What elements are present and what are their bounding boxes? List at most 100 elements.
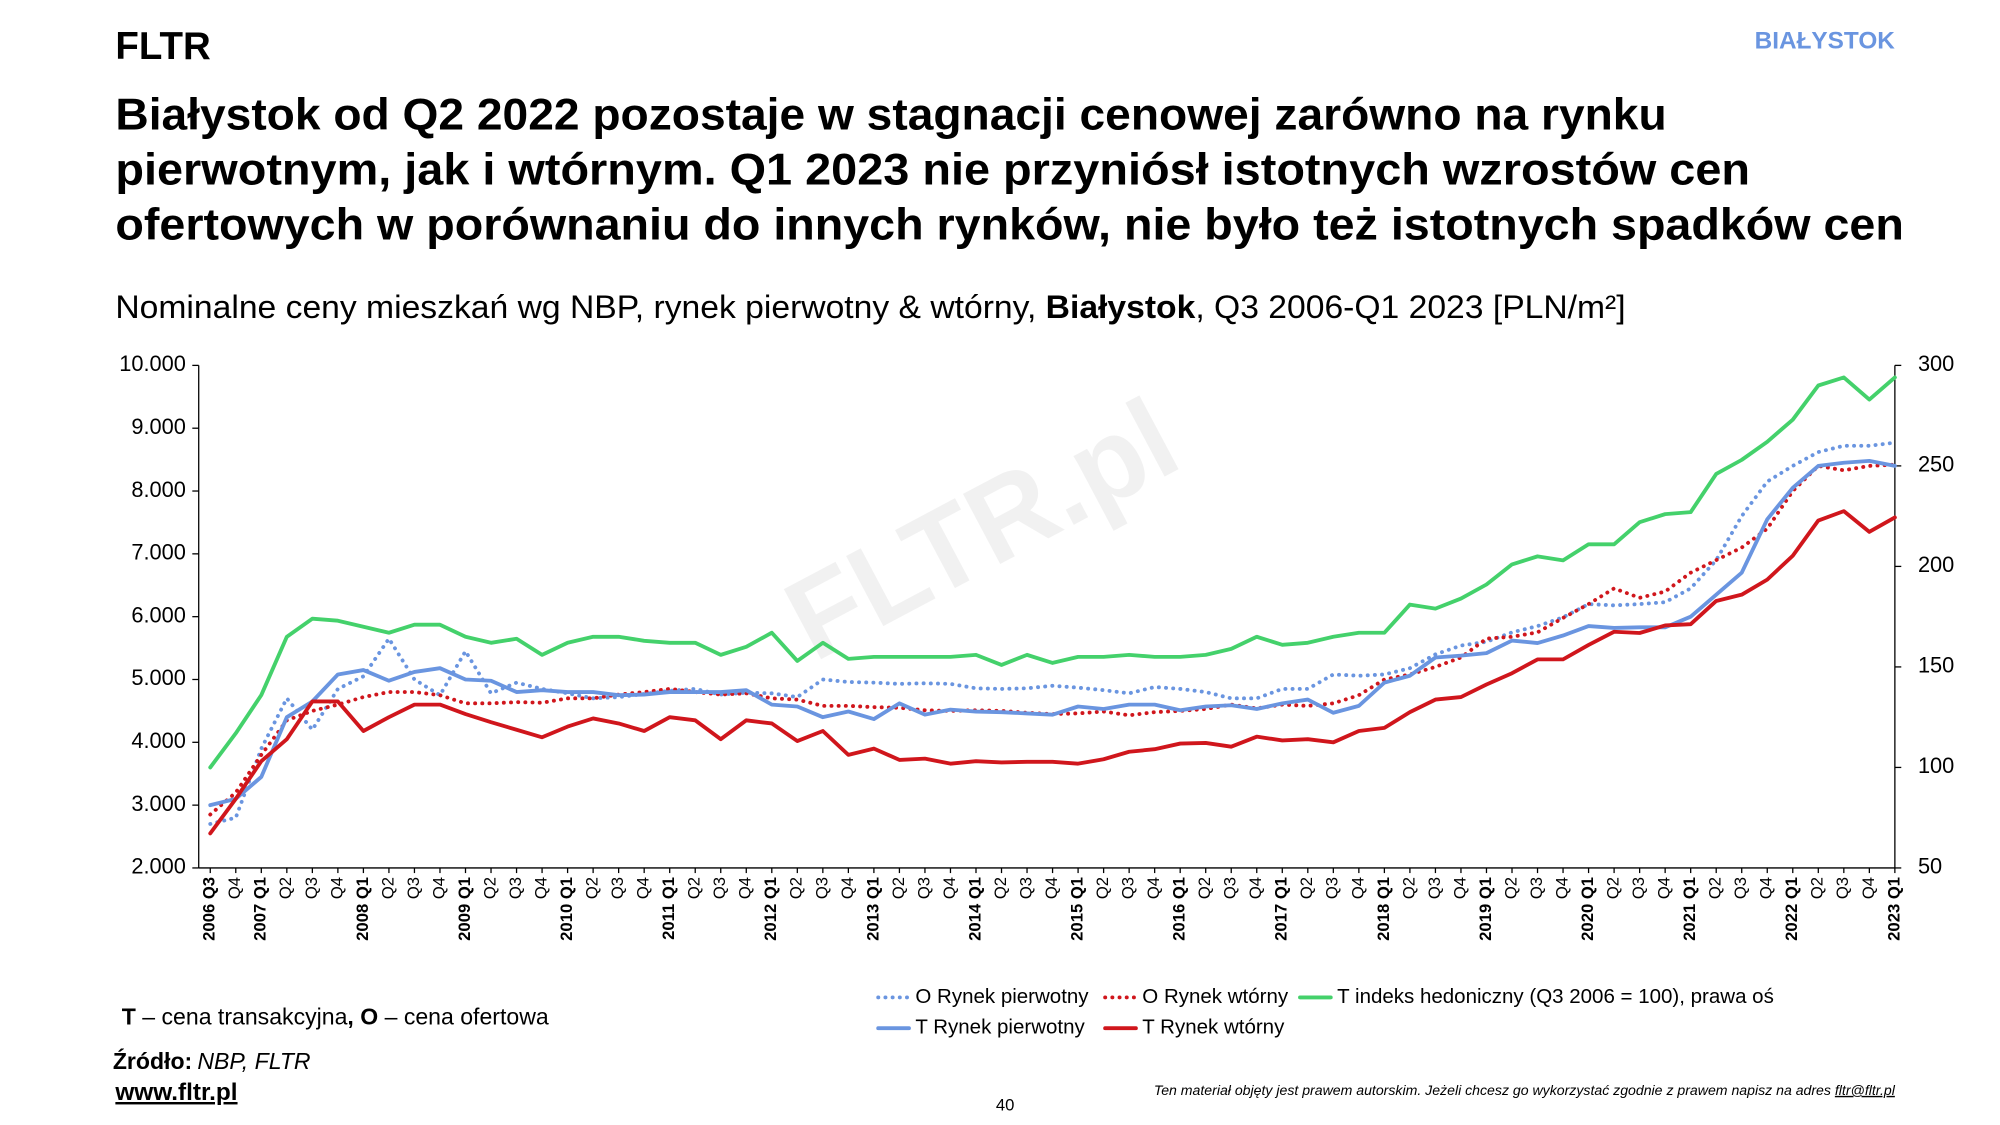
subtitle-part: Nominalne ceny mieszkań wg NBP, rynek pi… [115,289,1045,325]
x-tick-label: Q2 [1195,877,1214,899]
series-line [208,458,1897,808]
y2-tick-label: 150 [1918,653,1954,678]
x-tick-label: Q4 [225,877,244,899]
x-tick-label: Q4 [838,877,857,899]
x-tick-label: Q2 [1297,877,1316,899]
x-tick-label: Q4 [634,877,653,899]
y2-tick-label: 300 [1918,351,1954,376]
x-tick-label: Q2 [787,877,806,899]
x-tick-label: Q4 [736,877,755,899]
brand-logo: FLTR [115,25,210,68]
x-tick-label: Q4 [1450,877,1469,899]
x-tick-label: 2013 Q1 [863,877,882,941]
x-tick-label: Q3 [1221,877,1240,899]
source: Źródło: NBP, FLTR [113,1047,311,1074]
x-tick-label: Q3 [812,877,831,899]
x-tick-label: Q3 [710,877,729,899]
x-tick-label: 2020 Q1 [1578,877,1597,941]
x-tick-label: Q4 [1757,877,1776,899]
subtitle-part: , Q3 2006-Q1 2023 [PLN/m²] [1195,289,1625,325]
x-tick-label: Q2 [276,877,295,899]
legend-label: O Rynek pierwotny [915,985,1089,1008]
x-tick-label: 2014 Q1 [965,877,984,941]
x-tick-label: Q4 [1655,877,1674,899]
x-tick-label: Q4 [1348,877,1367,899]
x-tick-label: 2011 Q1 [659,877,678,940]
y-tick-label: 10.000 [119,351,186,376]
series-line [208,440,1897,826]
x-tick-label: Q3 [1629,877,1648,899]
x-tick-label: Q2 [1706,877,1725,899]
x-tick-label: 2021 Q1 [1680,877,1699,941]
y2-tick-label: 100 [1918,753,1954,778]
x-tick-label: Q3 [1016,877,1035,899]
source-text: NBP, FLTR [197,1048,310,1074]
x-tick-label: Q4 [1042,877,1061,899]
x-tick-label: Q3 [1731,877,1750,899]
x-tick-label: Q2 [583,877,602,899]
plot-area: 2.000 3.000 4.000 5.000 6.000 7.000 8.000 9.000… [119,351,1954,941]
copyright: Ten materiał objęty jest prawem autorski… [1154,1082,1896,1098]
x-tick-label: Q3 [1323,877,1342,899]
x-tick-label: Q3 [1119,877,1138,899]
note-part: T [122,1003,136,1029]
y-tick-label: 6.000 [131,602,186,627]
page-number: 40 [996,1095,1015,1114]
x-tick-label: 2009 Q1 [455,877,474,941]
legend-note: T – cena transakcyjna, O – cena ofertowa [122,1003,549,1029]
y-tick-label: 4.000 [131,728,186,753]
copyright-text: Ten materiał objęty jest prawem autorski… [1154,1082,1835,1098]
note-part: – cena transakcyjna [136,1003,348,1029]
y2-tick-label: 50 [1918,854,1942,879]
y-tick-label: 7.000 [131,540,186,565]
x-tick-label: Q3 [302,877,321,899]
x-tick-label: 2007 Q1 [251,877,270,941]
x-tick-label: Q4 [1144,877,1163,899]
x-tick-label: Q2 [1093,877,1112,899]
x-tick-label: Q4 [531,877,550,899]
x-tick-label: Q2 [1501,877,1520,899]
x-tick-label: Q2 [1808,877,1827,899]
x-tick-label: 2012 Q1 [761,877,780,941]
legend-label: T Rynek pierwotny [915,1016,1085,1039]
x-tick-label: 2015 Q1 [1067,877,1086,941]
series-line [208,509,1897,836]
x-tick-label: Q4 [1859,877,1878,899]
region-label: BIAŁYSTOK [1755,28,1896,55]
legend-label: T indeks hedoniczny (Q3 2006 = 100), pra… [1337,985,1774,1008]
y-tick-label: 2.000 [131,854,186,879]
source-label: Źródło: [113,1047,192,1074]
note-part: , O [347,1003,378,1029]
legend: O Rynek pierwotny O Rynek wtórny T indeks … [876,985,1774,1039]
x-tick-label: Q2 [889,877,908,899]
website[interactable]: www.fltr.pl [114,1079,237,1106]
x-tick-label: 2022 Q1 [1782,877,1801,941]
x-tick-label: Q4 [1246,877,1265,899]
y-tick-label: 3.000 [131,791,186,816]
y2-tick-label: 200 [1918,552,1954,577]
x-tick-label: 2010 Q1 [557,877,576,941]
x-tick-label: Q3 [404,877,423,899]
x-tick-label: Q3 [914,877,933,899]
title-line: Białystok od Q2 2022 pozostaje w stagnac… [115,88,1666,139]
x-tick-label: Q2 [378,877,397,899]
x-tick-label: Q2 [1604,877,1623,899]
title-line: ofertowych w porównaniu do innych rynków… [115,199,1903,250]
x-tick-label: Q3 [1425,877,1444,899]
legend-label: T Rynek wtórny [1142,1016,1285,1039]
x-tick-label: Q2 [480,877,499,899]
copyright-email[interactable]: fltr@fltr.pl [1835,1082,1896,1098]
x-tick-label: Q2 [1399,877,1418,899]
x-tick-label: 2016 Q1 [1170,877,1189,941]
x-tick-label: 2017 Q1 [1272,877,1291,941]
x-tick-label: Q4 [1552,877,1571,899]
y2-tick-label: 250 [1918,452,1954,477]
x-tick-label: Q3 [1527,877,1546,899]
x-tick-label: 2023 Q1 [1884,877,1903,941]
subtitle-part: Białystok [1046,289,1196,325]
y-tick-label: 8.000 [131,477,186,502]
x-tick-label: 2018 Q1 [1374,877,1393,941]
x-tick-label: Q4 [429,877,448,899]
